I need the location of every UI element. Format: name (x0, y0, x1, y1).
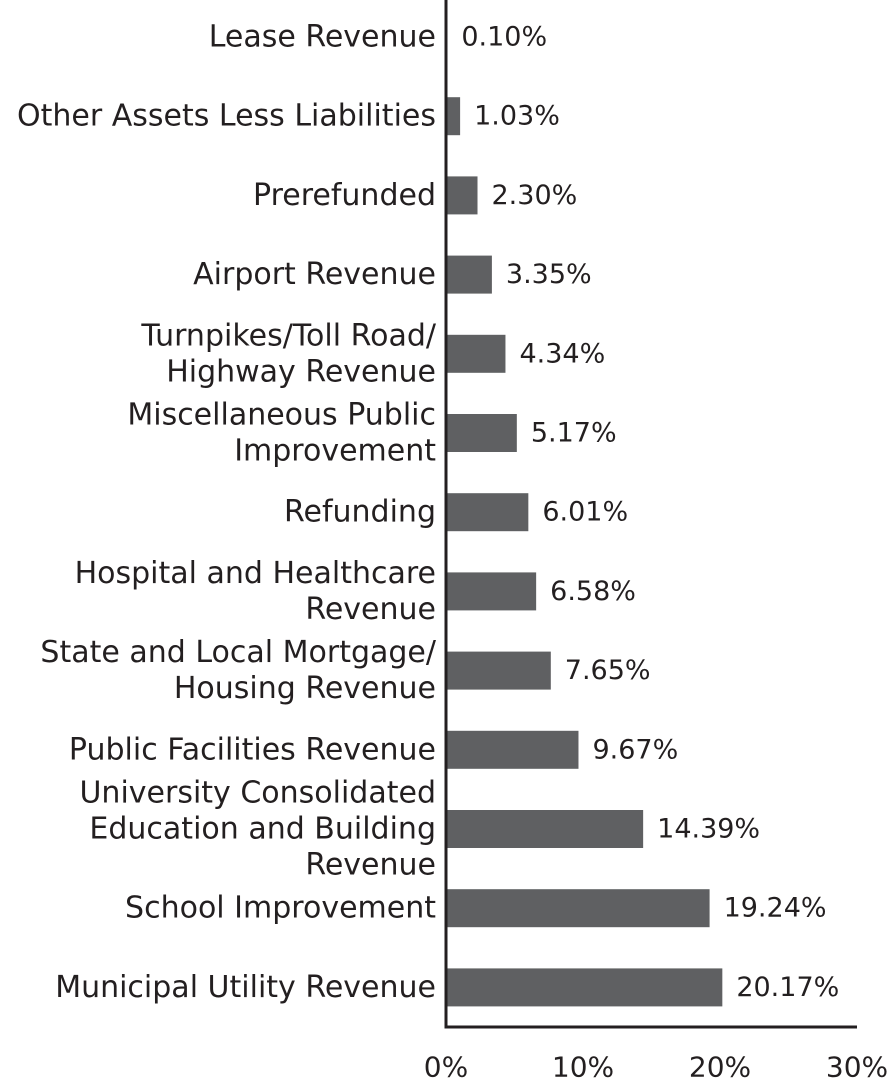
bar-value-label: 3.35% (506, 259, 592, 290)
category-label: Public Facilities Revenue (69, 732, 436, 767)
category-label-line: State and Local Mortgage/ (40, 635, 436, 670)
category-label: State and Local Mortgage/Housing Revenue (40, 635, 436, 706)
category-label: Turnpikes/Toll Road/Highway Revenue (140, 318, 437, 389)
category-label: School Improvement (125, 891, 436, 926)
bar-value-label: 5.17% (531, 418, 617, 449)
bar-value-label: 14.39% (657, 814, 760, 845)
bar-value-label: 6.58% (550, 576, 636, 607)
value-labels-group: 0.10% 1.03% 2.30% 3.35% 4.34% 5.17% 6.01% 6.58%… (461, 22, 839, 1003)
category-label-line: Improvement (234, 434, 436, 469)
category-label-line: Revenue (305, 592, 436, 627)
x-tick-labels-group: 0% 10% 20% 30% (424, 1051, 888, 1084)
category-label-line: Hospital and Healthcare (75, 556, 436, 591)
category-label-line: Municipal Utility Revenue (55, 970, 436, 1005)
x-tick-label: 30% (826, 1051, 888, 1084)
x-tick-label: 0% (424, 1051, 468, 1084)
category-label: Prerefunded (253, 178, 436, 213)
category-label-line: Turnpikes/Toll Road/ (140, 318, 437, 353)
bar-value-label: 6.01% (542, 497, 628, 528)
bar (446, 968, 723, 1007)
bar (446, 810, 644, 848)
category-label-line: Refunding (284, 495, 436, 530)
bar (446, 493, 529, 532)
category-label-line: Public Facilities Revenue (69, 732, 436, 767)
bar (446, 414, 517, 452)
bar (446, 572, 537, 611)
bar (446, 651, 551, 690)
category-label: Miscellaneous Public Improvement (127, 398, 436, 469)
bar (446, 889, 710, 928)
x-tick-label: 20% (689, 1051, 751, 1084)
category-label-line: Lease Revenue (209, 20, 436, 55)
category-label-line: Airport Revenue (193, 257, 436, 292)
category-labels-group: Lease Revenue Other Assets Less Liabiliti… (17, 20, 437, 1005)
category-label-line: Other Assets Less Liabilities (17, 99, 436, 134)
bar-value-label: 0.10% (461, 22, 547, 53)
category-label-line: Miscellaneous Public (127, 398, 436, 433)
bar (446, 334, 506, 373)
category-label: Airport Revenue (193, 257, 436, 292)
bar-value-label: 20.17% (736, 972, 839, 1003)
category-label-line: Highway Revenue (166, 354, 436, 389)
category-label-line: Revenue (305, 848, 436, 883)
bars-group (446, 18, 723, 1007)
category-label-line: Prerefunded (253, 178, 436, 213)
category-label-line: Housing Revenue (174, 671, 436, 706)
category-label-line: School Improvement (125, 891, 436, 926)
bar-value-label: 1.03% (474, 101, 560, 132)
x-tick-label: 10% (552, 1051, 614, 1084)
bar-value-label: 4.34% (519, 338, 605, 369)
bar (446, 255, 492, 294)
category-label: Other Assets Less Liabilities (17, 99, 436, 134)
category-label-line: University Consolidated (79, 776, 436, 811)
category-label: University Consolidated Education and Bui… (79, 776, 436, 883)
bar-value-label: 9.67% (592, 734, 678, 765)
bar-value-label: 2.30% (492, 180, 578, 211)
bar (446, 97, 461, 136)
bar-value-label: 19.24% (724, 893, 827, 924)
bar-value-label: 7.65% (565, 655, 651, 686)
category-label: Hospital and Healthcare Revenue (75, 556, 436, 627)
category-label: Lease Revenue (209, 20, 436, 55)
category-label-line: Education and Building (89, 812, 436, 847)
bar (446, 176, 478, 215)
category-label: Municipal Utility Revenue (55, 970, 436, 1005)
bar (446, 730, 579, 769)
category-label: Refunding (284, 495, 436, 530)
